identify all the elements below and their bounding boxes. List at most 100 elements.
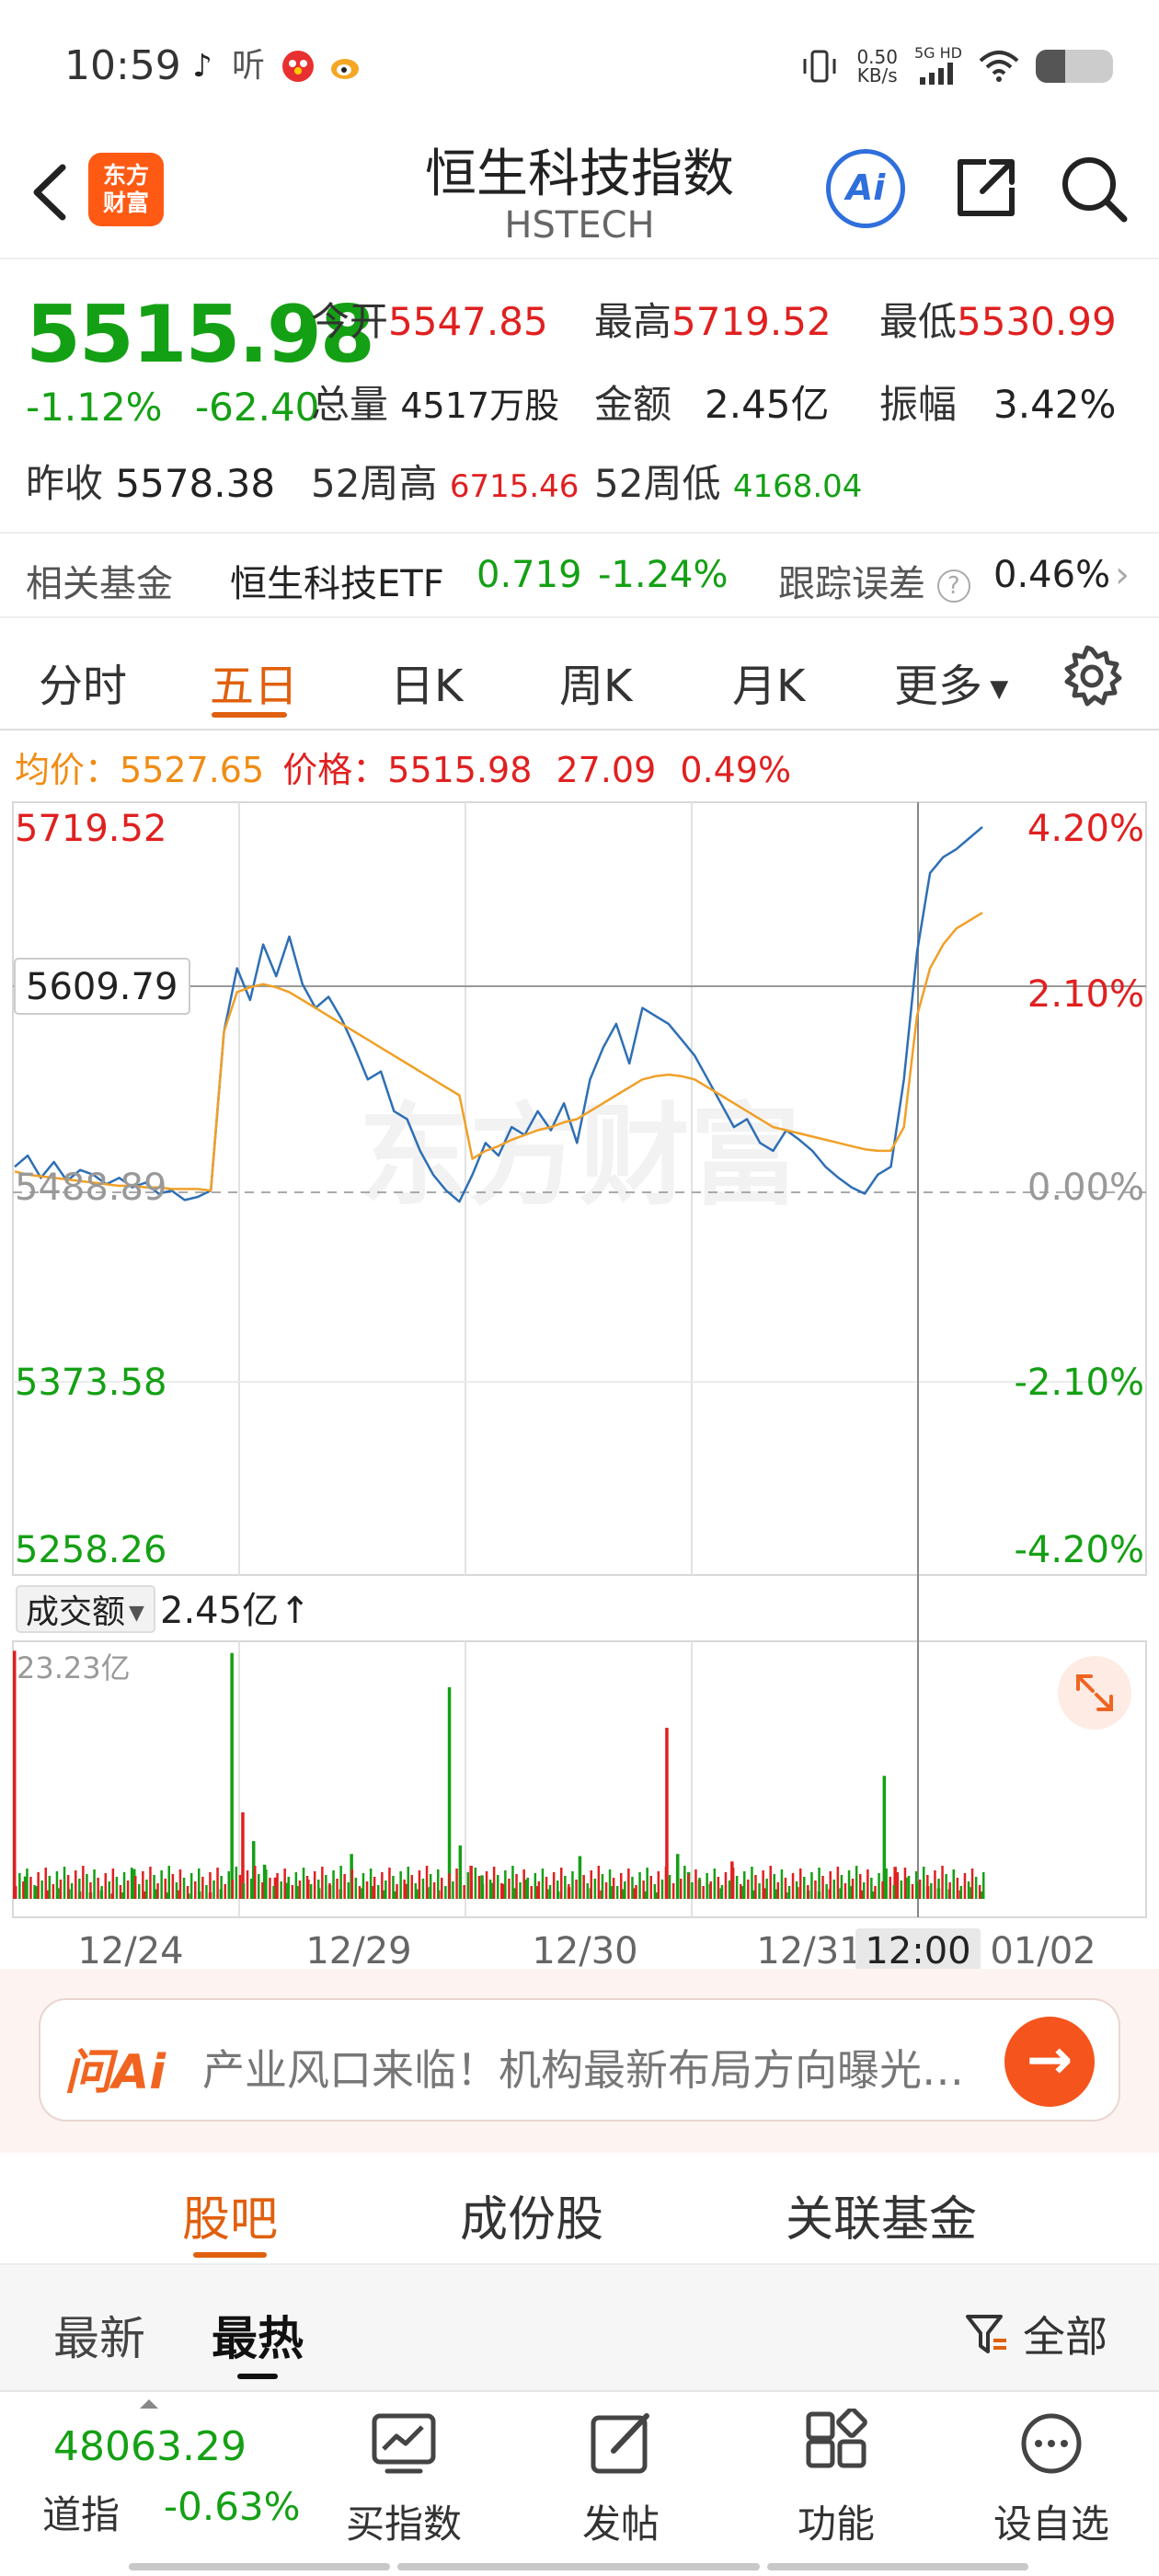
volume-bar: [893, 1867, 897, 1899]
tab-weekly-k[interactable]: 周K: [559, 661, 633, 712]
prev-close-stat: 昨收 5578.38: [26, 461, 276, 506]
x-label-2: 12/29: [305, 1930, 411, 1972]
five-day-chart[interactable]: 东方财富 5719.52 5488.89 5373.58 5258.26 4.2…: [0, 799, 1159, 1976]
tab-latest[interactable]: 最新: [53, 2312, 145, 2365]
ask-ai-bar[interactable]: 问Ai 产业风口来临！机构最新布局方向曝光，速看！ →: [39, 1998, 1120, 2122]
volume-bar-minor: [787, 1886, 791, 1899]
volume-bar-minor: [15, 1886, 17, 1899]
volume-bar-minor: [825, 1884, 828, 1899]
share-icon: [958, 159, 1015, 216]
volume-bar-minor: [959, 1886, 963, 1899]
volume-bar: [643, 1891, 648, 1899]
y-right-label-4: -2.10%: [1014, 1362, 1144, 1404]
volume-bar-minor: [881, 1881, 884, 1899]
volume-bar-minor: [70, 1883, 74, 1899]
volume-bar-minor: [488, 1880, 492, 1899]
active-tab-indicator: [212, 712, 287, 718]
functions-button[interactable]: 功能: [767, 2407, 905, 2549]
volume-bar-minor: [254, 1866, 257, 1899]
quote-panel: 5515.98 -1.12% -62.40 今开5547.85 最高5719.5…: [0, 261, 1159, 528]
volume-selector[interactable]: [16, 1585, 155, 1633]
volume-bar-minor: [384, 1880, 387, 1899]
volume-arrow: ↑: [280, 1590, 311, 1632]
volume-bar-minor: [18, 1873, 21, 1899]
x-label-4: 12/31: [756, 1930, 862, 1972]
volume-bar: [241, 1811, 245, 1899]
volume-bar-minor: [396, 1884, 398, 1899]
volume-bar-minor: [186, 1886, 189, 1899]
caret-up-icon: [140, 2399, 158, 2409]
tab-monthly-k[interactable]: 月K: [732, 661, 806, 712]
tab-related-funds[interactable]: 关联基金: [786, 2192, 978, 2248]
tab-daily-k[interactable]: 日K: [390, 661, 464, 712]
volume-bar-minor: [421, 1879, 425, 1899]
volume-bar-minor: [29, 1877, 32, 1899]
signal-icon: 5G HD: [914, 44, 962, 87]
volume-bar-minor: [534, 1873, 537, 1899]
volume-bar-minor: [497, 1875, 499, 1899]
share-button[interactable]: [949, 151, 1023, 224]
volume-bar-minor: [914, 1871, 918, 1899]
volume-bar-minor: [780, 1869, 784, 1899]
chart-settings-button[interactable]: [1060, 644, 1124, 712]
volume-bar: [882, 1776, 887, 1899]
volume-bar-minor: [142, 1871, 144, 1899]
volume-bar-minor: [294, 1872, 298, 1899]
volume-bar-minor: [885, 1869, 888, 1899]
volume-bar-minor: [280, 1881, 282, 1899]
tab-five-day[interactable]: 五日: [210, 661, 299, 712]
volume-bar-minor: [369, 1869, 373, 1899]
volume-bar-minor: [548, 1885, 552, 1899]
volume-bar-minor: [407, 1867, 409, 1899]
volume-bar-minor: [601, 1874, 604, 1899]
y-left-label-bottom: 5258.26: [15, 1529, 166, 1571]
related-fund-row[interactable]: 相关基金 恒生科技ETF 0.719 -1.24% 跟踪误差 ? 0.46% ›: [0, 532, 1159, 618]
expand-chart-button[interactable]: [1058, 1656, 1131, 1730]
volume-bar-minor: [575, 1880, 578, 1899]
volume-bar-minor: [807, 1885, 809, 1899]
crosshair-price-label: 5609.79: [26, 966, 178, 1008]
volume-bar-minor: [205, 1885, 208, 1899]
volume-bar-minor: [145, 1880, 148, 1899]
tab-hottest[interactable]: 最热: [212, 2312, 304, 2365]
amount-stat: 金额 2.45亿: [594, 382, 830, 427]
ticker-change: -0.63%: [164, 2484, 301, 2529]
tab-intraday[interactable]: 分时: [39, 661, 128, 712]
volume-bar-minor: [620, 1873, 623, 1899]
volume-bar-minor: [220, 1876, 223, 1899]
volume-bar-minor: [776, 1882, 780, 1899]
volume-bar-minor: [164, 1879, 166, 1899]
tab-guba[interactable]: 股吧: [182, 2192, 279, 2248]
volume-bar-minor: [937, 1879, 940, 1899]
volume-bar-minor: [455, 1869, 458, 1899]
active-subtab-indicator: [237, 2374, 278, 2379]
volume-bar-minor: [477, 1876, 481, 1899]
ai-assistant-button[interactable]: Ai: [826, 149, 905, 228]
volume-bar: [382, 1890, 386, 1899]
volume-bar-minor: [153, 1875, 155, 1899]
volume-bar-minor: [108, 1881, 110, 1899]
back-button[interactable]: [22, 151, 77, 234]
post-button[interactable]: 发帖: [552, 2409, 690, 2549]
volume-bar-minor: [104, 1873, 107, 1899]
volume-bar: [523, 1880, 528, 1899]
filter-button[interactable]: 全部: [964, 2304, 1107, 2364]
add-watchlist-button[interactable]: 设自选: [982, 2409, 1120, 2549]
volume-bar-minor: [93, 1869, 96, 1899]
buy-index-button[interactable]: 买指数: [335, 2409, 473, 2549]
tab-more[interactable]: 更多 ▼: [894, 661, 1009, 712]
tracking-error-label: 跟踪误差 ?: [778, 554, 970, 607]
chevron-left-icon: [33, 164, 66, 221]
volume-bar-minor: [754, 1875, 757, 1899]
eastmoney-logo[interactable]: 东方 财富: [88, 153, 164, 226]
search-button[interactable]: [1056, 151, 1131, 226]
chart-canvas[interactable]: 东方财富 5719.52 5488.89 5373.58 5258.26 4.2…: [0, 799, 1159, 1976]
volume-bar-minor: [878, 1873, 880, 1899]
volume-bar-minor: [698, 1878, 701, 1899]
volume-bar-minor: [564, 1876, 567, 1899]
tab-constituents[interactable]: 成份股: [460, 2192, 604, 2248]
volume-max-label: 23.23亿: [17, 1650, 131, 1685]
volume-bar-minor: [671, 1883, 675, 1899]
ask-ai-go-button[interactable]: →: [1004, 2017, 1095, 2107]
gesture-bar: [397, 2563, 760, 2570]
